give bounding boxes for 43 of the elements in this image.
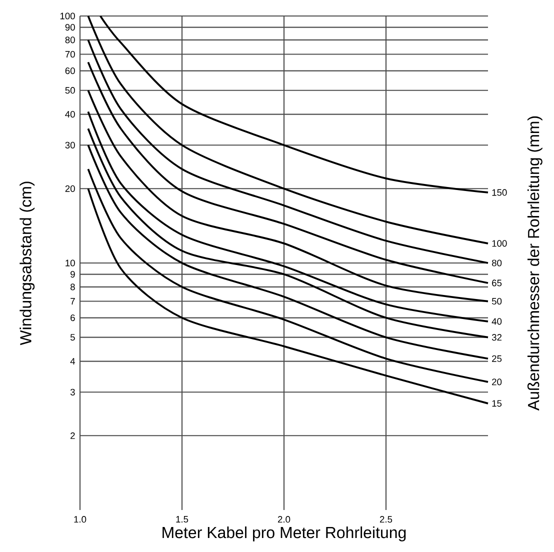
y-tick-label: 6 [70, 314, 75, 322]
y-tick-label: 4 [70, 358, 76, 364]
series-label: 15 [492, 400, 502, 407]
y-tick-label: 30 [65, 142, 75, 148]
x-tick-label: 1.5 [176, 516, 188, 523]
series-label: 40 [492, 318, 502, 325]
y-tick-label: 50 [65, 87, 75, 94]
series-label: 80 [492, 260, 502, 266]
y-tick-label: 70 [65, 50, 75, 58]
series-label: 50 [492, 298, 502, 305]
y-tick-label: 9 [70, 271, 75, 278]
line-series [99, 15, 489, 194]
y-tick-label: 2 [70, 432, 75, 439]
y-axis-title: Windungsabstand (cm) [20, 182, 35, 346]
x-tick-label: 2.0 [278, 516, 290, 523]
y-tick-label: 40 [65, 110, 75, 118]
y-tick-label: 60 [65, 68, 75, 74]
y-tick-label: 90 [65, 24, 75, 31]
x-tick-label: 1.0 [74, 516, 86, 523]
x-axis-title: Meter Kabel pro Meter Rohrleitung [162, 526, 406, 542]
series-label: 20 [492, 378, 502, 386]
y-tick-label: 100 [60, 12, 75, 20]
line-series [87, 89, 489, 302]
x-tick-label: 2.5 [380, 516, 392, 523]
line-series [87, 38, 489, 264]
line-series [87, 144, 489, 360]
y-tick-label: 7 [70, 298, 75, 304]
y-tick-label: 3 [70, 388, 75, 396]
line-series [87, 15, 489, 244]
line-series [87, 168, 489, 383]
series-label: 150 [492, 189, 507, 196]
series-label: 100 [492, 240, 507, 247]
series-label: 32 [492, 334, 502, 341]
y-tick-label: 8 [70, 284, 75, 290]
y-tick-label: 20 [65, 185, 75, 192]
series-label: 25 [492, 355, 502, 362]
y2-axis-title: Außendurchmesser der Rohrleitung (mm) [527, 116, 542, 411]
line-series [87, 61, 489, 284]
y-tick-label: 10 [66, 260, 75, 266]
y-tick-label: 5 [70, 334, 75, 341]
line-series [87, 188, 489, 404]
y-tick-label: 80 [65, 36, 75, 44]
series-label: 65 [492, 280, 502, 286]
